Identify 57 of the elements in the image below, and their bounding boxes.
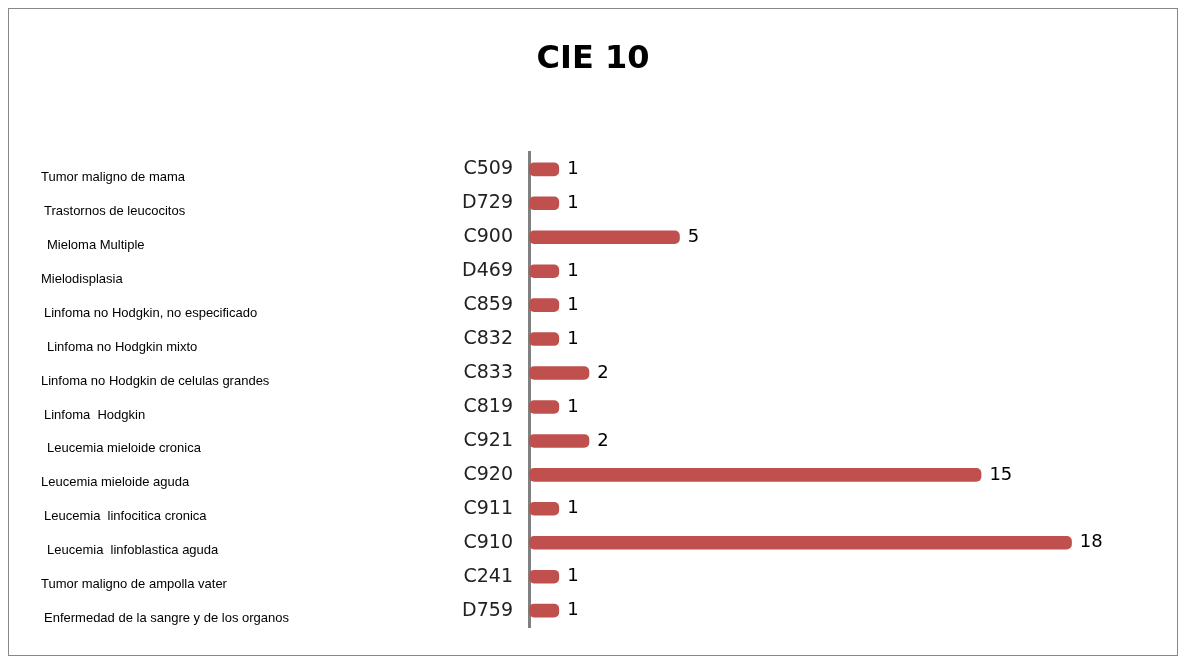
- data-label: 15: [989, 462, 1013, 484]
- y-tick-label: D759: [462, 597, 513, 620]
- bar: [529, 162, 560, 177]
- bar: [529, 332, 560, 346]
- y-tick-label: C900: [463, 224, 513, 247]
- data-label: 5: [687, 224, 700, 246]
- data-label: 2: [597, 360, 609, 382]
- data-label: 1: [567, 292, 579, 314]
- y-tick-label: D729: [462, 190, 513, 213]
- data-label: 1: [567, 394, 579, 416]
- data-label: 1: [567, 258, 579, 280]
- y-tick-label: C910: [463, 529, 513, 552]
- text: Mielodisplasia: [41, 270, 124, 286]
- bar: [529, 502, 560, 516]
- text: Linfoma no Hodgkin, no especificado: [44, 304, 258, 320]
- bar: [529, 366, 590, 380]
- text: Linfoma Hodgkin: [44, 406, 146, 422]
- data-label: 1: [567, 326, 579, 348]
- bar: [529, 535, 1072, 550]
- y-tick-label: C911: [463, 495, 513, 518]
- y-tick-label: D469: [462, 258, 513, 281]
- y-tick-label: C920: [463, 461, 513, 484]
- bar: [529, 264, 560, 278]
- text: Mieloma Multiple: [47, 236, 145, 252]
- bar: [529, 603, 560, 618]
- text: Trastornos de leucocitos: [44, 202, 186, 218]
- text: Leucemia mieloide cronica: [47, 440, 202, 456]
- bar: [529, 230, 680, 245]
- y-tick-label: C509: [463, 156, 513, 179]
- y-tick-label: C819: [463, 393, 513, 416]
- bar: [529, 400, 560, 414]
- bar: [529, 468, 982, 482]
- bar: [529, 434, 590, 448]
- text: Leucemia mieloide aguda: [41, 474, 190, 490]
- y-tick-label: C832: [463, 326, 513, 349]
- text: Leucemia linfoblastica aguda: [47, 542, 220, 558]
- text: Tumor maligno de mama: [41, 168, 186, 184]
- data-label: 18: [1079, 530, 1103, 552]
- bar: [529, 569, 560, 584]
- y-tick-label: C859: [463, 292, 513, 315]
- text: Linfoma no Hodgkin mixto: [47, 338, 198, 354]
- data-label: 1: [567, 496, 579, 518]
- text: Leucemia linfocitica cronica: [44, 508, 208, 524]
- data-label: 1: [567, 598, 579, 620]
- data-label: 1: [567, 564, 579, 586]
- text: Enfermedad de la sangre y de los organos: [44, 610, 290, 626]
- data-label: 1: [567, 157, 579, 179]
- y-tick-label: C921: [463, 427, 513, 450]
- data-label: 2: [597, 428, 609, 450]
- bar: [529, 298, 560, 312]
- chart-title: CIE 10: [535, 37, 651, 78]
- data-label: 1: [567, 190, 579, 212]
- text: Linfoma no Hodgkin de celulas grandes: [41, 372, 270, 388]
- bar: [529, 196, 560, 211]
- text: Tumor maligno de ampolla vater: [41, 576, 228, 592]
- y-tick-label: C241: [463, 563, 513, 586]
- y-tick-label: C833: [463, 359, 513, 382]
